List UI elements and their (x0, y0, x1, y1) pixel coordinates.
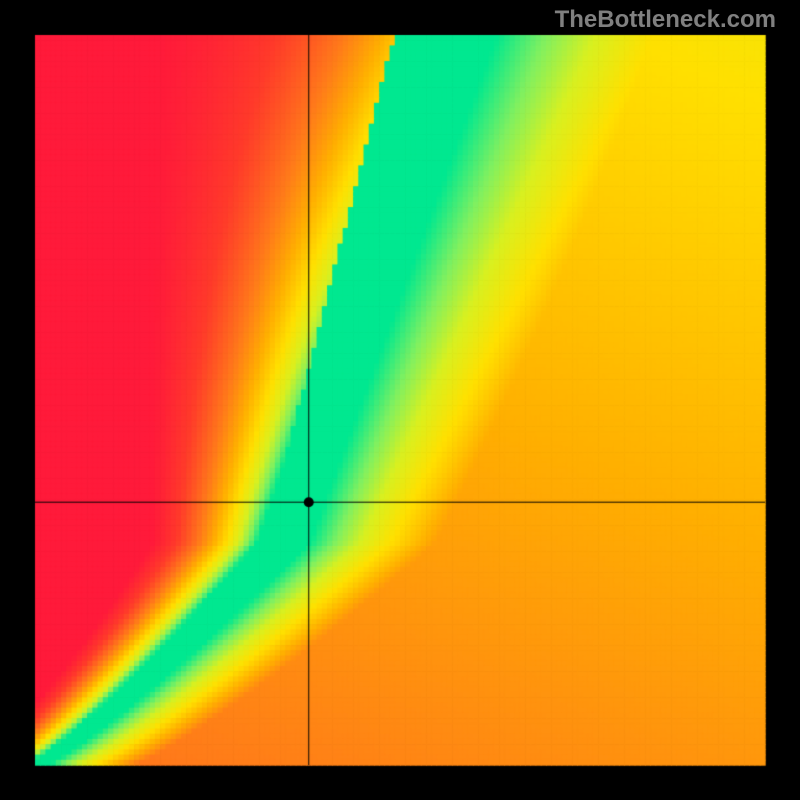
chart-container: TheBottleneck.com (0, 0, 800, 800)
watermark-text: TheBottleneck.com (555, 6, 776, 34)
heatmap-canvas (0, 0, 800, 800)
